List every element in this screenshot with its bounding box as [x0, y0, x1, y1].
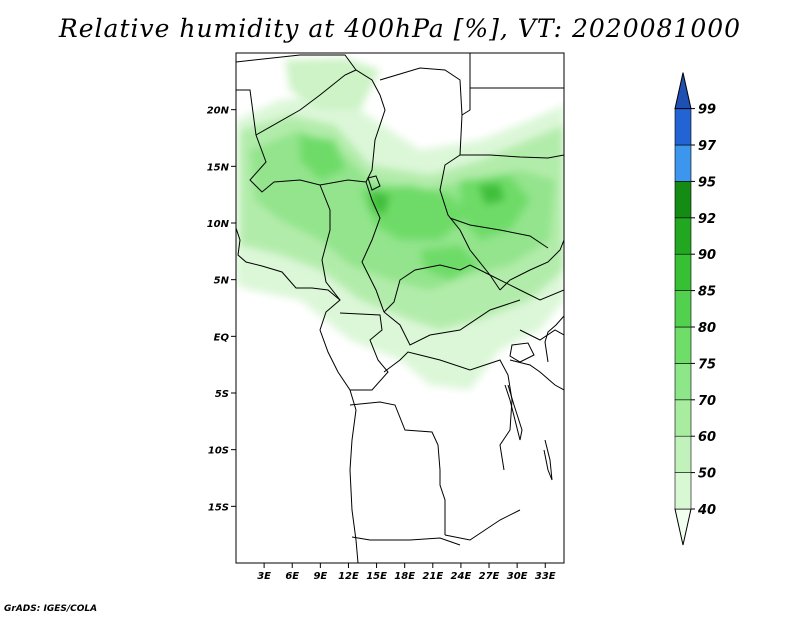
colorbar-bottom-arrow — [674, 508, 692, 546]
colorbar-segment — [674, 144, 692, 182]
humidity-field — [236, 58, 564, 390]
chart-title: Relative humidity at 400hPa [%], VT: 202… — [58, 14, 742, 43]
humidity-area-90 — [370, 190, 390, 215]
grads-credit: GrADS: IGES/COLA — [4, 604, 98, 614]
lake-malawi — [543, 439, 553, 481]
colorbar-top-arrow — [674, 72, 692, 110]
border-nw — [236, 54, 357, 71]
border-cameroon-car — [383, 264, 564, 313]
border-tanzania — [509, 359, 564, 391]
humidity-area-90b — [478, 183, 505, 205]
border-ethiopia — [499, 239, 564, 291]
map-frame — [235, 52, 565, 564]
border-zambia-south — [444, 509, 521, 541]
lat-tick-label: 5S — [215, 389, 229, 400]
colorbar-label: 99 — [698, 103, 716, 118]
border-drc — [383, 351, 513, 471]
colorbar-segment — [674, 108, 692, 146]
colorbar-segment — [674, 363, 692, 401]
lake-tanganyika — [504, 384, 523, 441]
colorbar-segment — [674, 472, 692, 510]
lon-tick-label: 18E — [394, 571, 415, 582]
longitude-axis: 3E 6E 9E 12E 15E 18E 21E 24E 27E 30E 33E — [257, 563, 556, 582]
colorbar-label: 70 — [698, 394, 716, 409]
lon-tick-label: 24E — [451, 571, 472, 582]
coastlines-borders — [236, 53, 564, 563]
colorbar-segment — [674, 181, 692, 219]
humidity-area-80c — [460, 175, 530, 240]
border-nigeria-cameroon — [361, 181, 385, 313]
colorbar-label: 50 — [698, 467, 716, 482]
lake-chad — [367, 175, 381, 191]
lon-tick-label: 6E — [285, 571, 299, 582]
lon-tick-label: 27E — [479, 571, 500, 582]
lon-tick-label: 33E — [535, 571, 556, 582]
lon-tick-label: 3E — [257, 571, 271, 582]
lon-tick-label: 30E — [507, 571, 528, 582]
humidity-area-80 — [300, 135, 345, 180]
humidity-area-top — [285, 58, 380, 110]
lake-victoria — [509, 342, 535, 363]
colorbar-segment — [674, 435, 692, 473]
west-africa-coast — [236, 227, 359, 563]
border-gabon-congo — [339, 312, 389, 391]
lat-tick-label: EQ — [214, 332, 230, 343]
border-libya-egypt — [461, 53, 471, 116]
colorbar-label: 97 — [698, 139, 717, 154]
border-car-drc — [383, 299, 521, 346]
east-coast — [544, 315, 564, 363]
colorbar-label: 85 — [698, 285, 716, 300]
lat-tick-label: 15N — [207, 162, 230, 173]
border-ssudan — [449, 217, 549, 249]
lon-tick-label: 9E — [313, 571, 327, 582]
lon-tick-label: 15E — [366, 571, 387, 582]
lat-tick-label: 20N — [207, 106, 230, 117]
colorbar-label: 92 — [698, 212, 716, 227]
lat-tick-label: 10S — [208, 446, 229, 457]
lat-tick-label: 10N — [207, 219, 230, 230]
colorbar-label: 60 — [698, 430, 716, 445]
colorbar-label: 40 — [697, 503, 716, 518]
border-sudan — [460, 154, 564, 159]
lon-tick-label: 12E — [338, 571, 359, 582]
latitude-axis: 20N 15N 10N 5N EQ 5S 10S 15S — [207, 106, 236, 513]
colorbar-segment — [674, 399, 692, 437]
colorbar-label: 75 — [698, 357, 716, 372]
border-mali-algeria — [255, 69, 386, 183]
border-niger-chad — [379, 67, 501, 291]
colorbar-segment — [674, 326, 692, 364]
border-angola-zambia — [437, 444, 446, 535]
colorbar-label: 95 — [698, 175, 716, 190]
colorbar-label: 80 — [698, 321, 716, 336]
border-namibia — [351, 536, 461, 546]
colorbar-segment — [674, 253, 692, 291]
colorbar-segment — [674, 217, 692, 255]
lat-tick-label: 15S — [208, 502, 229, 513]
border-nigeria — [319, 184, 341, 301]
border-angola-north — [349, 401, 439, 446]
border-west-1 — [236, 89, 367, 193]
humidity-area-80d — [420, 245, 480, 280]
lon-tick-label: 21E — [422, 571, 443, 582]
colorbar-label: 90 — [698, 248, 716, 263]
colorbar-segment — [674, 290, 692, 328]
lat-tick-label: 5N — [214, 276, 230, 287]
colorbar: 40 50 60 70 75 80 85 90 92 95 97 99 — [674, 72, 717, 546]
